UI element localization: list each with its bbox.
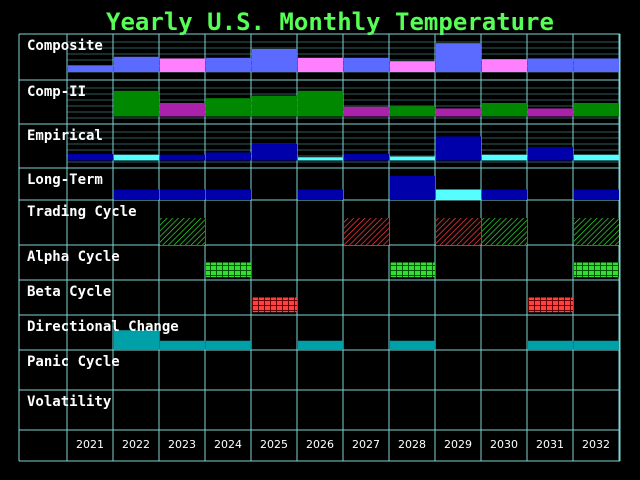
cell-bar	[160, 189, 205, 200]
cell-bar	[574, 58, 619, 73]
cell-bar	[528, 340, 573, 350]
year-label: 2032	[582, 438, 610, 451]
row-label: Alpha Cycle	[27, 249, 120, 265]
cell-bar	[482, 154, 527, 161]
year-label: 2023	[168, 438, 196, 451]
cells-layer	[68, 43, 619, 350]
cell-bar	[528, 108, 573, 117]
cell-bar	[298, 340, 343, 350]
cell-bar	[298, 189, 343, 200]
cell-bar	[206, 57, 251, 73]
cell-bar	[344, 154, 389, 161]
cell-brick	[206, 262, 251, 278]
row-label: Composite	[27, 38, 103, 54]
cell-hatch	[436, 218, 481, 245]
year-label: 2031	[536, 438, 564, 451]
cell-bar	[160, 103, 205, 117]
cell-hatch	[160, 218, 205, 245]
cell-bar	[574, 103, 619, 117]
cell-bar	[390, 61, 435, 73]
row-label: Comp-II	[27, 84, 86, 100]
cell-bar	[344, 57, 389, 73]
cell-bar	[482, 103, 527, 117]
row-label: Trading Cycle	[27, 204, 137, 220]
cell-hatch	[482, 218, 527, 245]
cell-bar	[390, 340, 435, 350]
cell-brick	[574, 262, 619, 278]
cell-bar	[160, 340, 205, 350]
cell-bar	[574, 189, 619, 200]
cell-bar	[68, 65, 113, 73]
cell-hatch	[344, 218, 389, 245]
cell-bar	[574, 340, 619, 350]
cell-bar	[160, 58, 205, 73]
cell-brick	[252, 297, 297, 313]
cell-brick	[390, 262, 435, 278]
cell-bar	[528, 147, 573, 161]
cell-bar	[528, 58, 573, 73]
cell-bar	[206, 189, 251, 200]
row-label: Empirical	[27, 128, 103, 144]
cell-bar	[436, 43, 481, 73]
year-label: 2030	[490, 438, 518, 451]
cell-bar	[252, 143, 297, 161]
cell-bar	[114, 189, 159, 200]
year-label: 2028	[398, 438, 426, 451]
year-label: 2029	[444, 438, 472, 451]
cell-bar	[482, 59, 527, 73]
cell-bar	[574, 154, 619, 161]
cell-bar	[114, 90, 159, 117]
cell-bar	[298, 57, 343, 73]
cell-bar	[252, 48, 297, 73]
year-label: 2027	[352, 438, 380, 451]
cell-bar	[206, 340, 251, 350]
year-label: 2024	[214, 438, 242, 451]
chart-title: Yearly U.S. Monthly Temperature	[106, 8, 554, 36]
cell-bar	[114, 56, 159, 73]
cell-bar	[344, 106, 389, 117]
row-label: Beta Cycle	[27, 284, 111, 300]
year-label: 2025	[260, 438, 288, 451]
row-label: Panic Cycle	[27, 354, 120, 370]
cell-bar	[298, 90, 343, 117]
cell-bar	[68, 154, 113, 161]
cell-bar	[390, 106, 435, 117]
row-label: Volatility	[27, 394, 112, 410]
year-label: 2026	[306, 438, 334, 451]
cell-bar	[206, 98, 251, 117]
year-labels: 2021 2022 2023 2024 2025 2026 2027 2028 2029 2030…	[76, 438, 610, 451]
cell-bar	[160, 154, 205, 161]
cell-bar	[482, 189, 527, 200]
row-label: Directional Change	[27, 319, 179, 335]
cell-bar	[390, 176, 435, 200]
cell-hatch	[574, 218, 619, 245]
cell-bar	[390, 156, 435, 161]
cell-brick	[528, 297, 573, 313]
year-label: 2021	[76, 438, 104, 451]
cell-bar	[298, 157, 343, 161]
cell-bar	[436, 108, 481, 117]
cell-bar	[252, 95, 297, 117]
row-labels: Composite Comp-II Empirical Long-Term Tradin…	[27, 38, 179, 410]
cell-bar	[436, 189, 481, 200]
cell-bar	[114, 330, 159, 350]
cell-bar	[206, 152, 251, 161]
cell-bar	[114, 154, 159, 161]
row-label: Long-Term	[27, 172, 103, 188]
year-label: 2022	[122, 438, 150, 451]
cell-bar	[436, 136, 481, 161]
